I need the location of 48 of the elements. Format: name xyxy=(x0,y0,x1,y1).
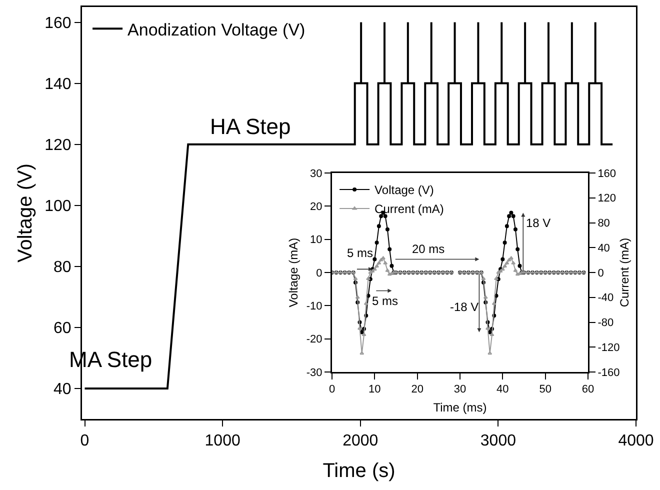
annotation: -18 V xyxy=(450,300,479,314)
x-tick-label: 0 xyxy=(80,432,90,450)
legend-label: Voltage (V) xyxy=(374,183,434,198)
y-tick-label: 60 xyxy=(54,320,72,338)
y2-tick-label: -40 xyxy=(598,292,614,304)
y2-tick-label: 0 xyxy=(598,267,604,280)
y-tick-label: 140 xyxy=(44,76,72,93)
annotation: 5 ms xyxy=(347,246,374,260)
y-axis-title: Voltage (mA) xyxy=(286,238,300,308)
y2-tick-label: 80 xyxy=(598,218,610,230)
y2-tick-label: -80 xyxy=(598,317,614,330)
y-tick-label: 20 xyxy=(310,201,322,214)
x-tick-label: 20 xyxy=(411,384,424,396)
annotation: 18 V xyxy=(526,216,551,230)
x-tick-label: 3000 xyxy=(480,432,516,450)
x-tick-label: 0 xyxy=(328,384,336,396)
y2-tick-label: 120 xyxy=(598,192,616,205)
y2-tick-label: 40 xyxy=(598,242,610,254)
y-tick-label: -20 xyxy=(306,334,322,346)
legend-label: Anodization Voltage (V) xyxy=(128,20,306,40)
y-tick-label: -10 xyxy=(306,300,322,313)
x-axis-title: Time (ms) xyxy=(433,400,487,414)
y2-tick-label: -160 xyxy=(598,366,620,379)
y-axis-title: Voltage (V) xyxy=(14,164,36,262)
y2-tick-label: -120 xyxy=(598,342,620,354)
y-tick-label: 100 xyxy=(44,198,72,215)
y-tick-label: 160 xyxy=(44,14,72,32)
y-tick-label: 120 xyxy=(44,136,72,154)
annotation: 5 ms xyxy=(372,294,398,308)
legend-label: Current (mA) xyxy=(374,202,444,216)
y-tick-label: 10 xyxy=(310,234,322,246)
x-tick-label: 60 xyxy=(582,384,594,396)
y2-tick-label: 160 xyxy=(598,168,616,180)
y-tick-label: 80 xyxy=(54,259,72,276)
x-tick-label: 10 xyxy=(368,384,381,396)
x-axis-title: Time (s) xyxy=(322,460,396,482)
x-tick-label: 2000 xyxy=(342,432,378,450)
y2-axis-title: Current (mA) xyxy=(618,238,632,308)
annotation: 20 ms xyxy=(412,242,445,256)
x-tick-label: 50 xyxy=(539,384,552,396)
y-tick-label: 30 xyxy=(310,168,322,180)
x-tick-label: 1000 xyxy=(204,432,240,450)
y-tick-label: 0 xyxy=(316,267,322,280)
annotation: HA Step xyxy=(210,114,291,139)
x-tick-label: 4000 xyxy=(618,432,654,450)
y-tick-label: -30 xyxy=(306,366,322,379)
x-tick-label: 30 xyxy=(454,384,466,396)
x-tick-label: 40 xyxy=(496,384,509,396)
